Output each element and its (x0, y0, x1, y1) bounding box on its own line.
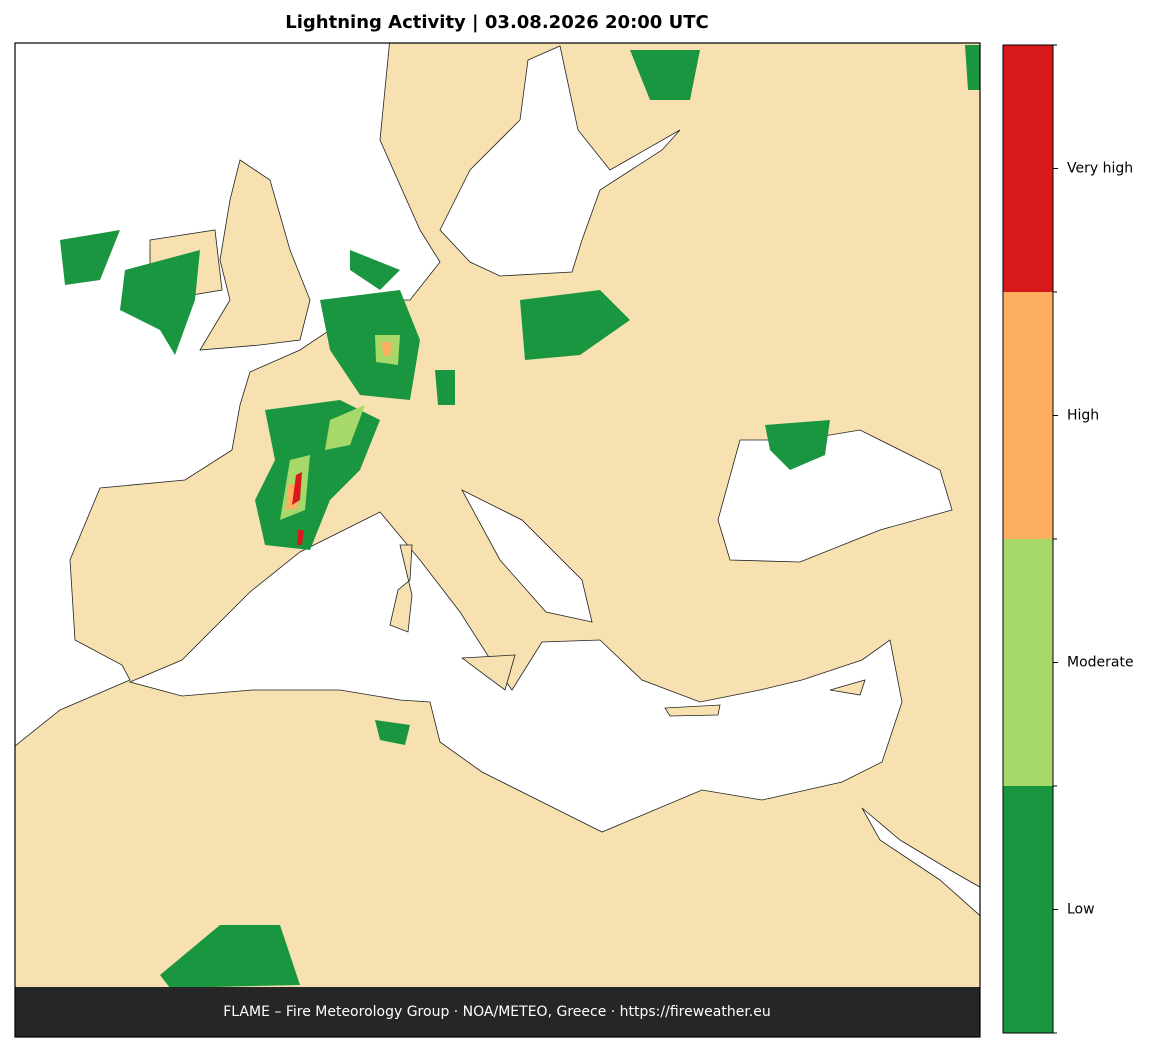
lightning-patch (520, 290, 630, 360)
footer-text: FLAME – Fire Meteorology Group · NOA/MET… (223, 1004, 771, 1020)
footer-bar (15, 987, 980, 1037)
great-britain (199, 159, 311, 351)
lightning-patch (292, 472, 302, 505)
lightning-patch (120, 250, 200, 355)
mediterranean (128, 511, 903, 833)
colorbar-segment (1003, 539, 1053, 786)
colorbar-segment (1003, 45, 1053, 292)
colorbar-label: Low (1067, 902, 1095, 918)
lightning-patch (320, 290, 420, 400)
map-frame (14, 42, 981, 1038)
map-title: Lightning Activity | 03.08.2026 20:00 UT… (285, 12, 708, 33)
lightning-patch (765, 420, 830, 470)
colorbar-label: Moderate (1067, 655, 1134, 671)
lightning-patches (60, 45, 980, 988)
colorbar-label: Very high (1067, 161, 1133, 177)
lightning-patch (160, 925, 300, 988)
colorbar-label: High (1067, 408, 1099, 424)
cyprus (829, 679, 866, 696)
colorbar-segment (1003, 786, 1053, 1033)
lightning-patch (325, 405, 365, 450)
map: FLAME – Fire Meteorology Group · NOA/MET… (15, 43, 980, 1037)
black-sea (717, 429, 953, 563)
sicily (460, 654, 516, 691)
crete (664, 704, 721, 717)
corsica-sardinia (389, 544, 413, 633)
atlantic (15, 43, 441, 747)
colorbar: Low Moderate High Very high (1002, 44, 1134, 1034)
lightning-patch (630, 50, 700, 100)
colorbar-frame (1002, 44, 1054, 1034)
lightning-patch (60, 230, 120, 285)
lightning-patch (965, 45, 980, 90)
lightning-patch (350, 250, 400, 290)
lightning-patch (382, 342, 392, 356)
colorbar-segment (1003, 292, 1053, 539)
lightning-patch (375, 720, 410, 745)
adriatic (461, 489, 593, 623)
baltic (439, 45, 681, 277)
lightning-patch (297, 530, 304, 545)
lightning-patch (435, 370, 455, 405)
red-sea (861, 807, 980, 917)
